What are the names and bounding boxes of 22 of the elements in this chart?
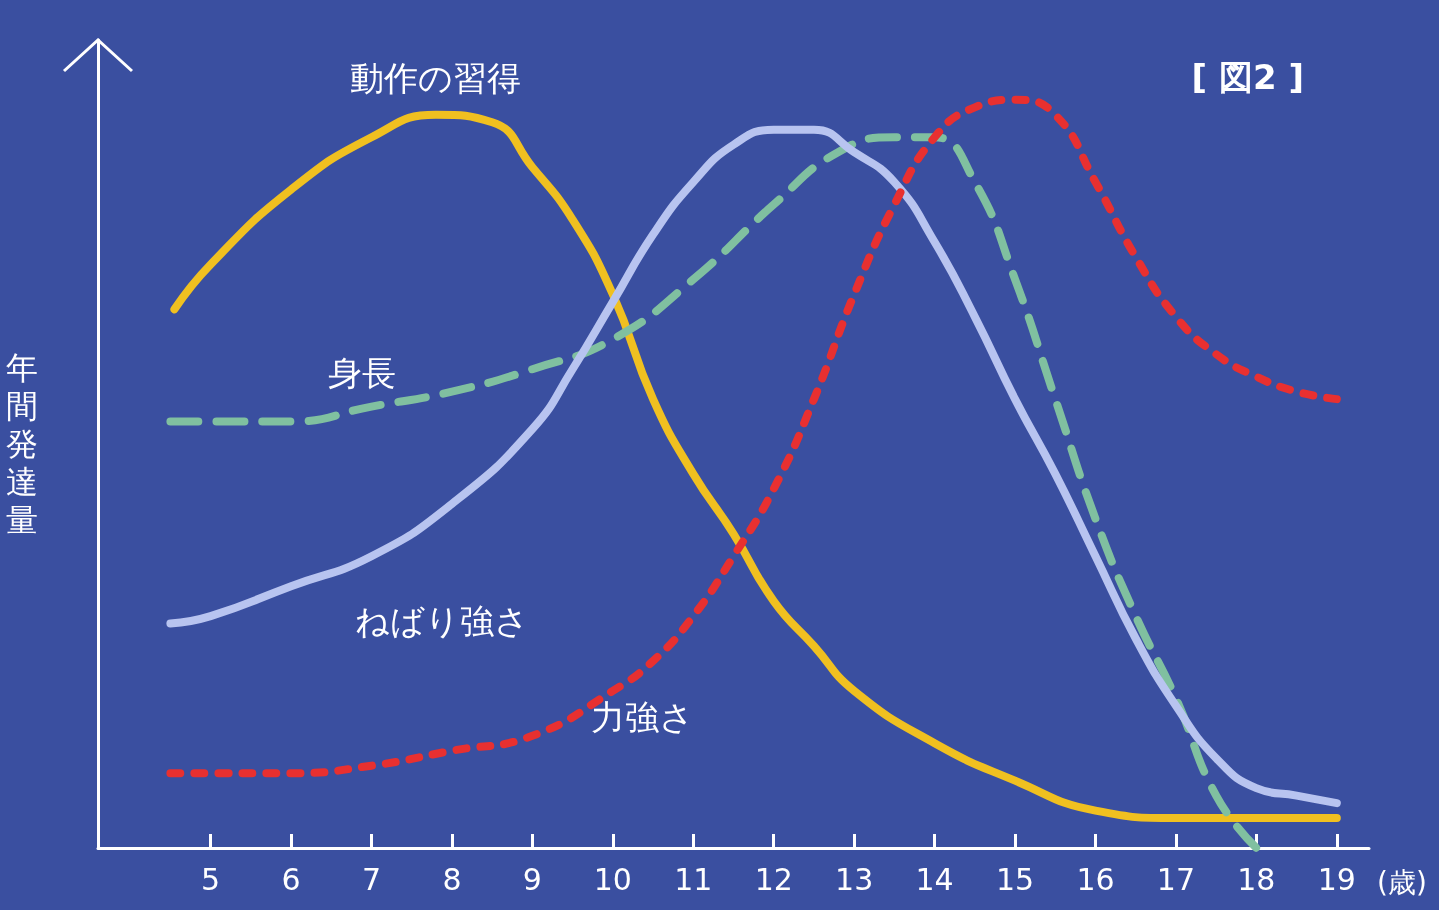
series-label: 身長 bbox=[327, 352, 396, 393]
series-label: 動作の習得 bbox=[350, 57, 522, 98]
x-tick-label: 12 bbox=[754, 861, 793, 897]
x-tick-label: 10 bbox=[593, 861, 632, 897]
x-tick-label: 8 bbox=[442, 861, 462, 897]
x-tick-label: 9 bbox=[522, 861, 542, 897]
x-tick-label: 5 bbox=[201, 861, 221, 897]
x-tick-label: 17 bbox=[1156, 861, 1196, 897]
x-tick-label: 15 bbox=[995, 861, 1035, 897]
x-tick-label: 19 bbox=[1317, 861, 1356, 897]
x-tick-label: 16 bbox=[1076, 861, 1115, 897]
series-label: 力強さ bbox=[591, 696, 695, 737]
y-axis-title: 年間発達量 bbox=[6, 349, 38, 539]
x-axis-title: (歳) bbox=[1377, 865, 1427, 899]
text: [ 図2 ] bbox=[1191, 57, 1305, 97]
x-tick-label: 11 bbox=[674, 861, 713, 897]
x-tick-label: 13 bbox=[835, 861, 874, 897]
x-tick-label: 7 bbox=[361, 861, 382, 897]
x-tick-label: 6 bbox=[281, 861, 301, 897]
x-tick-label: 18 bbox=[1237, 861, 1276, 897]
x-tick-label: 14 bbox=[915, 861, 954, 897]
series-label: ねばり強さ bbox=[354, 600, 529, 641]
